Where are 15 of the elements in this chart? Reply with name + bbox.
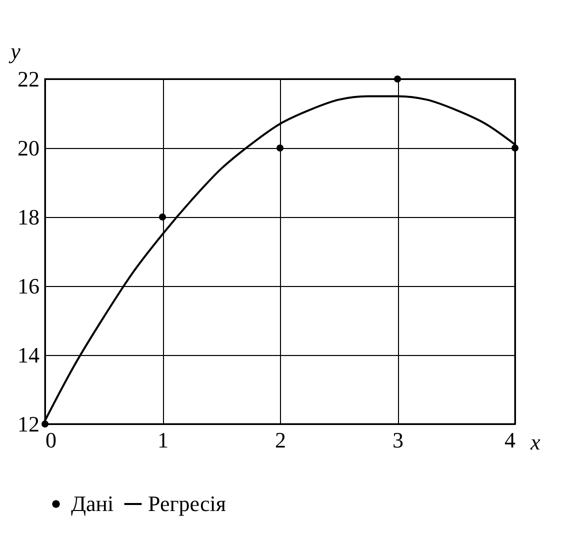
y-tick-label: 16: [18, 274, 40, 298]
y-tick-label: 18: [18, 204, 40, 230]
y-tick-label: 20: [18, 136, 40, 160]
x-tick-label: 2: [275, 428, 286, 452]
y-tick-label: 12: [18, 412, 40, 436]
x-tick-label: 1: [158, 428, 168, 452]
x-tick-label: 0: [46, 428, 56, 452]
x-tick-label: 4: [504, 428, 516, 452]
legend-label: Регресія: [148, 491, 226, 516]
y-tick-label: 14: [18, 342, 40, 368]
y-tick-label: 22: [18, 66, 40, 92]
x-axis-title: x: [530, 430, 540, 454]
legend-label: Дані: [71, 491, 114, 516]
x-tick-label: 3: [392, 428, 404, 452]
y-axis-title: y: [8, 38, 21, 64]
